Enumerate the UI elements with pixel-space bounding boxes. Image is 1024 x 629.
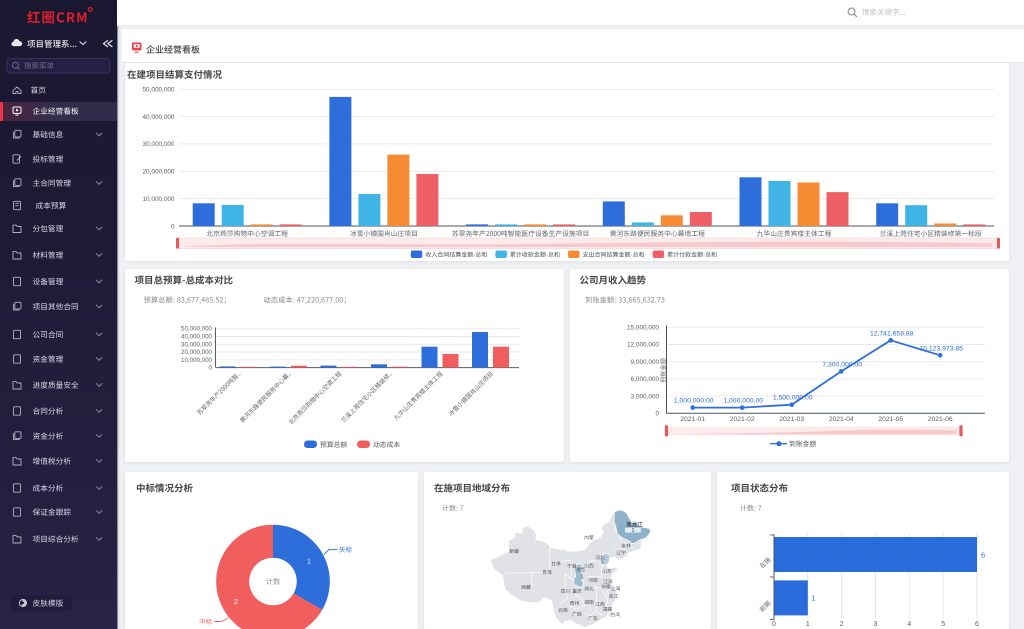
svg-text:12,000,000: 12,000,000: [627, 342, 659, 349]
svg-text:1: 1: [601, 559, 604, 564]
svg-text:2021-06: 2021-06: [928, 416, 953, 423]
svg-text:2021-01: 2021-01: [680, 416, 705, 423]
svg-text:30,000,000: 30,000,000: [143, 141, 175, 148]
svg-text:1: 1: [806, 621, 810, 628]
svg-text:3,000,000: 3,000,000: [631, 393, 660, 400]
svg-text:0: 0: [772, 621, 776, 628]
svg-text:40,000,000: 40,000,000: [143, 114, 175, 121]
svg-text:6: 6: [981, 551, 985, 560]
svg-text:15,000,000: 15,000,000: [627, 325, 659, 332]
svg-text:1: 1: [581, 575, 584, 581]
svg-text:10,000,000: 10,000,000: [181, 357, 213, 364]
svg-text:2021-05: 2021-05: [878, 416, 903, 423]
svg-text:10,000,000: 10,000,000: [143, 196, 175, 203]
svg-text:9,000,000: 9,000,000: [631, 359, 660, 366]
svg-text:30,000,000: 30,000,000: [181, 341, 213, 348]
svg-text:0: 0: [209, 365, 213, 372]
svg-text:1: 1: [632, 528, 635, 534]
svg-text:0: 0: [171, 223, 175, 230]
svg-text:2021-02: 2021-02: [730, 416, 755, 423]
svg-text:1: 1: [812, 594, 816, 603]
svg-text:4: 4: [907, 621, 911, 628]
svg-text:1: 1: [307, 557, 311, 566]
svg-text:2021-03: 2021-03: [779, 416, 804, 423]
svg-text:5: 5: [941, 621, 945, 628]
svg-text:20,000,000: 20,000,000: [181, 349, 213, 356]
svg-text:50,000,000: 50,000,000: [181, 326, 213, 333]
svg-text:1,500,000.00: 1,500,000.00: [773, 395, 813, 402]
svg-text:6,000,000: 6,000,000: [631, 376, 660, 383]
svg-text:2: 2: [840, 621, 844, 628]
svg-text:2021-04: 2021-04: [829, 416, 854, 423]
svg-text:10,123,973.85: 10,123,973.85: [919, 345, 963, 352]
svg-text:0: 0: [655, 411, 659, 418]
svg-text:6: 6: [975, 621, 979, 628]
svg-text:7,300,000.00: 7,300,000.00: [822, 361, 862, 368]
svg-text:1,000,000.00: 1,000,000.00: [674, 398, 714, 405]
svg-text:2: 2: [234, 597, 238, 606]
svg-text:3: 3: [874, 621, 878, 628]
svg-text:50,000,000: 50,000,000: [143, 87, 175, 94]
svg-text:12,741,658.88: 12,741,658.88: [870, 330, 914, 337]
svg-text:20,000,000: 20,000,000: [143, 169, 175, 176]
svg-text:40,000,000: 40,000,000: [181, 333, 213, 340]
svg-text:1,000,000.00: 1,000,000.00: [723, 398, 763, 405]
